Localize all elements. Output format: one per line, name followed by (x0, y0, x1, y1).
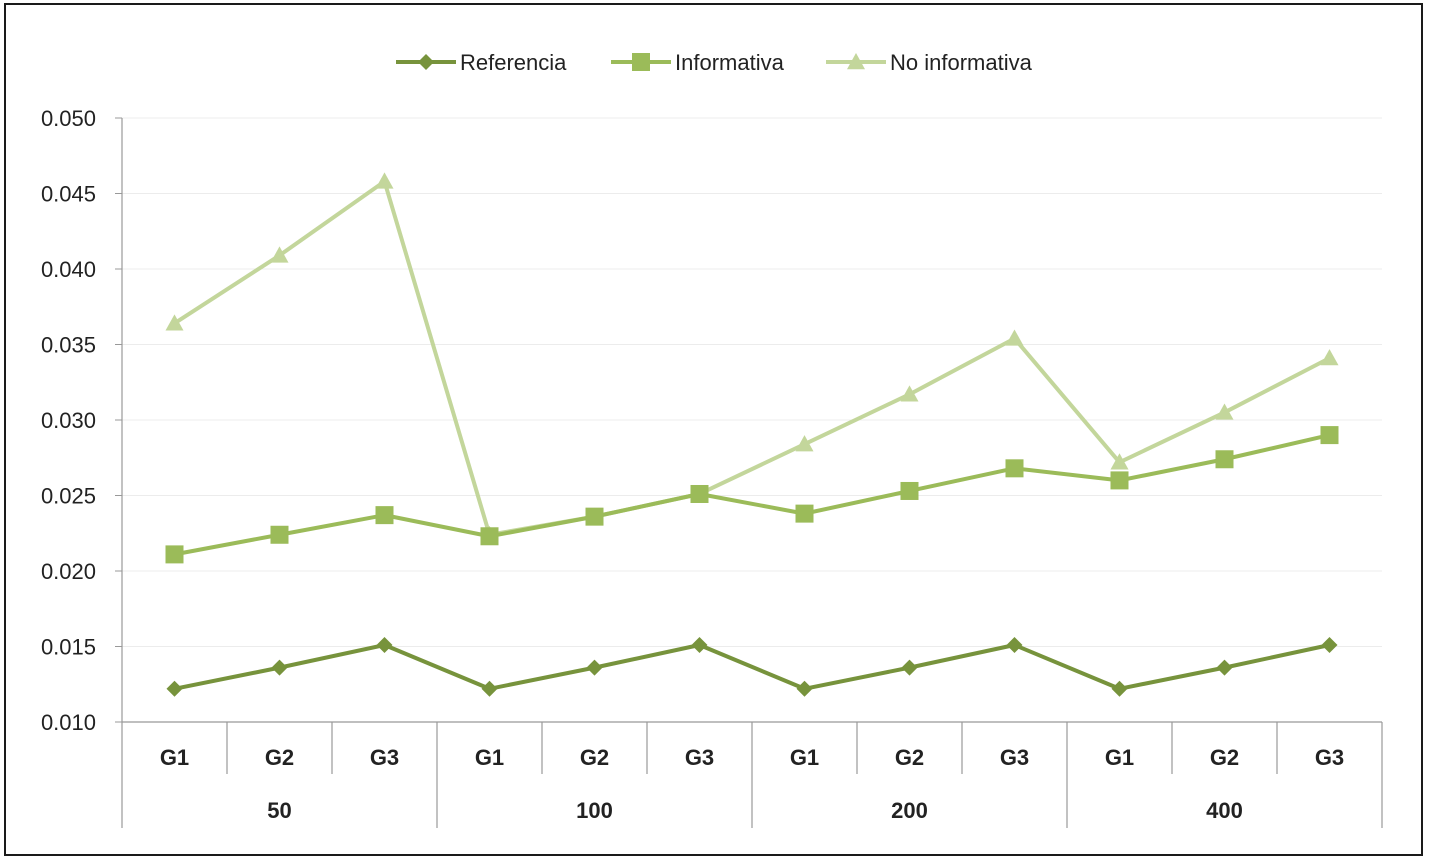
y-tick-label: 0.030 (41, 408, 96, 433)
x-category-label: G2 (265, 745, 294, 770)
x-category-label: G3 (370, 745, 399, 770)
y-tick-label: 0.040 (41, 257, 96, 282)
series-line (173, 179, 1331, 537)
data-point (1006, 636, 1023, 653)
legend-swatch-marker (632, 53, 650, 71)
data-point (1110, 471, 1129, 490)
data-point (165, 314, 184, 331)
x-category-label: G1 (1105, 745, 1134, 770)
legend-label: Referencia (460, 50, 567, 75)
data-point (900, 385, 919, 402)
data-point (1110, 453, 1129, 470)
y-tick-label: 0.050 (41, 106, 96, 131)
y-tick-label: 0.020 (41, 559, 96, 584)
data-point (1216, 659, 1233, 676)
legend-swatch-marker (847, 53, 865, 70)
data-point (1321, 636, 1338, 653)
data-point (900, 481, 919, 500)
data-point (585, 507, 604, 526)
series-line (174, 642, 1330, 691)
data-point (376, 636, 393, 653)
data-point (480, 527, 499, 546)
data-point (795, 504, 814, 523)
legend-label: No informativa (890, 50, 1033, 75)
x-group-label: 400 (1206, 798, 1243, 823)
data-point (1215, 450, 1234, 469)
y-tick-label: 0.010 (41, 710, 96, 735)
data-point (1320, 426, 1339, 445)
data-point (691, 636, 708, 653)
data-point (375, 506, 394, 525)
data-point (1320, 349, 1339, 366)
data-point (375, 172, 394, 189)
x-category-label: G1 (790, 745, 819, 770)
data-point (270, 525, 289, 544)
data-point (481, 680, 498, 697)
data-point (166, 680, 183, 697)
x-category-label: G1 (475, 745, 504, 770)
series-line (174, 433, 1330, 557)
data-point (690, 484, 709, 503)
x-group-label: 100 (576, 798, 613, 823)
data-point (901, 659, 918, 676)
data-point (795, 435, 814, 452)
data-point (1215, 403, 1234, 420)
x-category-label: G1 (160, 745, 189, 770)
x-category-label: G3 (685, 745, 714, 770)
x-category-label: G2 (1210, 745, 1239, 770)
data-point (271, 659, 288, 676)
data-point (165, 545, 184, 564)
data-point (586, 659, 603, 676)
y-tick-label: 0.045 (41, 182, 96, 207)
x-category-label: G2 (580, 745, 609, 770)
data-point (1005, 459, 1024, 478)
data-point (1111, 680, 1128, 697)
data-point (1005, 329, 1024, 346)
x-category-label: G3 (1000, 745, 1029, 770)
data-point (796, 680, 813, 697)
x-group-label: 50 (267, 798, 291, 823)
y-tick-label: 0.025 (41, 484, 96, 509)
legend-swatch-marker (418, 54, 434, 70)
y-tick-label: 0.015 (41, 635, 96, 660)
y-tick-label: 0.035 (41, 333, 96, 358)
x-category-label: G2 (895, 745, 924, 770)
x-group-label: 200 (891, 798, 928, 823)
legend-label: Informativa (675, 50, 785, 75)
x-category-label: G3 (1315, 745, 1344, 770)
data-point (270, 246, 289, 263)
